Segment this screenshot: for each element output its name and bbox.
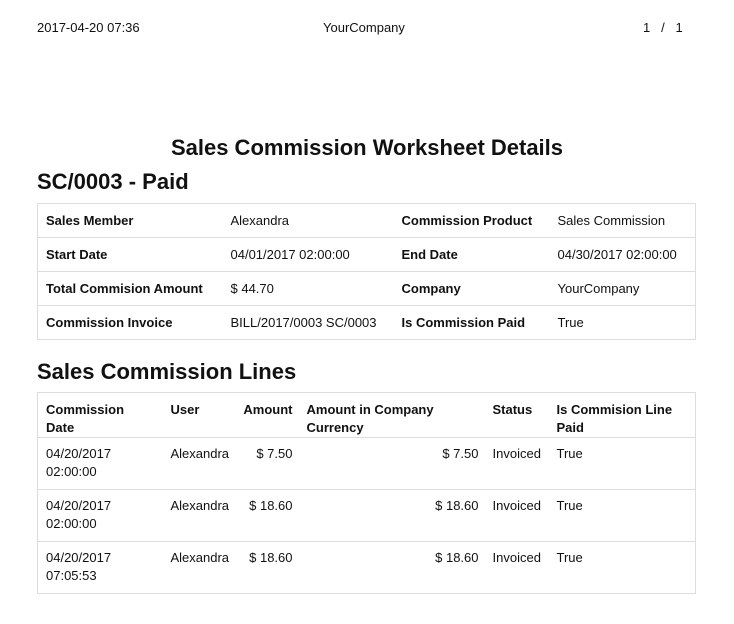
date: 04/20/2017 bbox=[46, 498, 112, 513]
cell-user: Alexandra bbox=[162, 541, 235, 594]
col-commission-date: Commission Date bbox=[37, 392, 163, 438]
cell-status: Invoiced bbox=[484, 541, 549, 594]
time: 02:00:00 bbox=[46, 464, 97, 479]
cell-commission-date: 04/20/2017 07:05:53 bbox=[37, 541, 163, 594]
worksheet-reference: SC/0003 - Paid bbox=[37, 169, 189, 194]
print-datetime: 2017-04-20 07:36 bbox=[37, 20, 140, 35]
cell-amount-company-currency: $ 18.60 bbox=[298, 541, 485, 594]
info-value: Alexandra bbox=[222, 203, 394, 238]
page-current: 1 bbox=[643, 20, 651, 35]
info-label: Start Date bbox=[37, 237, 223, 272]
page-number: 1 / 1 bbox=[643, 20, 683, 35]
commission-lines-table: Commission Date User Amount Amount in Co… bbox=[37, 392, 696, 594]
page-total: 1 bbox=[675, 20, 683, 35]
info-label: Commission Invoice bbox=[37, 305, 223, 340]
cell-status: Invoiced bbox=[484, 489, 549, 542]
info-value: YourCompany bbox=[549, 271, 696, 306]
cell-amount-company-currency: $ 18.60 bbox=[298, 489, 485, 542]
cell-line-paid: True bbox=[548, 489, 696, 542]
info-row: Sales Member Alexandra Commission Product S… bbox=[37, 203, 696, 238]
info-row: Total Commision Amount $ 44.70 Company Your… bbox=[37, 271, 696, 306]
page-sep: / bbox=[661, 20, 665, 35]
table-row: 04/20/2017 07:05:53 Alexandra $ 18.60 $ 1… bbox=[37, 541, 696, 594]
cell-amount: $ 18.60 bbox=[234, 541, 299, 594]
info-label: End Date bbox=[393, 237, 550, 272]
time: 02:00:00 bbox=[46, 516, 97, 531]
cell-amount: $ 7.50 bbox=[234, 437, 299, 490]
info-label: Company bbox=[393, 271, 550, 306]
table-header-row: Commission Date User Amount Amount in Co… bbox=[37, 392, 696, 438]
cell-amount: $ 18.60 bbox=[234, 489, 299, 542]
info-row: Start Date 04/01/2017 02:00:00 End Date 04/… bbox=[37, 237, 696, 272]
table-row: 04/20/2017 02:00:00 Alexandra $ 18.60 $ 1… bbox=[37, 489, 696, 542]
col-user: User bbox=[162, 392, 235, 438]
col-amount: Amount bbox=[234, 392, 299, 438]
info-value: 04/01/2017 02:00:00 bbox=[222, 237, 394, 272]
table-row: 04/20/2017 02:00:00 Alexandra $ 7.50 $ 7.… bbox=[37, 437, 696, 490]
col-amount-company-currency: Amount in Company Currency bbox=[298, 392, 485, 438]
cell-status: Invoiced bbox=[484, 437, 549, 490]
date: 04/20/2017 bbox=[46, 446, 112, 461]
info-value: 04/30/2017 02:00:00 bbox=[549, 237, 696, 272]
cell-user: Alexandra bbox=[162, 489, 235, 542]
info-value: $ 44.70 bbox=[222, 271, 394, 306]
worksheet-info-table: Sales Member Alexandra Commission Product S… bbox=[37, 203, 696, 340]
info-label: Commission Product bbox=[393, 203, 550, 238]
cell-user: Alexandra bbox=[162, 437, 235, 490]
info-value: Sales Commission bbox=[549, 203, 696, 238]
info-label: Sales Member bbox=[37, 203, 223, 238]
cell-commission-date: 04/20/2017 02:00:00 bbox=[37, 437, 163, 490]
lines-heading: Sales Commission Lines bbox=[37, 359, 297, 384]
info-row: Commission Invoice BILL/2017/0003 SC/0003… bbox=[37, 305, 696, 340]
time: 07:05:53 bbox=[46, 568, 97, 583]
cell-amount-company-currency: $ 7.50 bbox=[298, 437, 485, 490]
cell-line-paid: True bbox=[548, 437, 696, 490]
info-value: True bbox=[549, 305, 696, 340]
page-title: Sales Commission Worksheet Details bbox=[170, 135, 564, 160]
info-label: Total Commision Amount bbox=[37, 271, 223, 306]
col-line-paid: Is Commision Line Paid bbox=[548, 392, 696, 438]
date: 04/20/2017 bbox=[46, 550, 112, 565]
cell-line-paid: True bbox=[548, 541, 696, 594]
info-value: BILL/2017/0003 SC/0003 bbox=[222, 305, 394, 340]
col-status: Status bbox=[484, 392, 549, 438]
header-company: YourCompany bbox=[323, 20, 405, 35]
info-label: Is Commission Paid bbox=[393, 305, 550, 340]
cell-commission-date: 04/20/2017 02:00:00 bbox=[37, 489, 163, 542]
